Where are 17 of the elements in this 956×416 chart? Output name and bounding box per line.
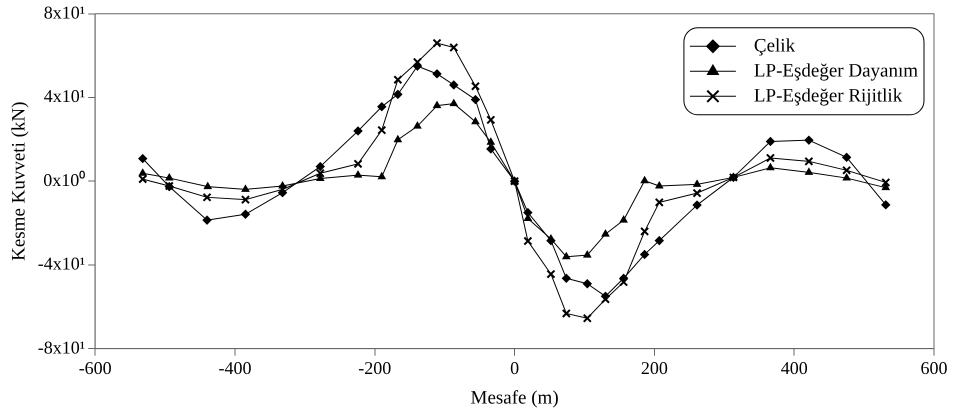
y-tick-label: 8x10¹ — [44, 2, 86, 23]
y-axis-title: Kesme Kuvveti (kN) — [8, 102, 30, 261]
legend-label: LP-Eşdeğer Dayanım — [754, 60, 918, 82]
x-tick-label: -600 — [78, 358, 112, 378]
x-tick-label: 0 — [510, 358, 520, 378]
x-axis-title: Mesafe (m) — [470, 388, 559, 409]
legend-label: Çelik — [754, 35, 796, 56]
y-tick-label: 4x10¹ — [44, 86, 86, 106]
x-tick-label: -200 — [358, 358, 392, 378]
legend-label: LP-Eşdeğer Rijitlik — [754, 85, 903, 106]
x-tick-label: -400 — [218, 358, 252, 378]
x-tick-label: 200 — [640, 358, 668, 378]
x-tick-label: 400 — [780, 358, 808, 378]
y-tick-label: -8x10¹ — [38, 337, 86, 358]
y-tick-label: -4x10¹ — [38, 254, 86, 274]
y-tick-label: 0x10⁰ — [43, 170, 86, 190]
x-tick-label: 600 — [920, 358, 948, 378]
